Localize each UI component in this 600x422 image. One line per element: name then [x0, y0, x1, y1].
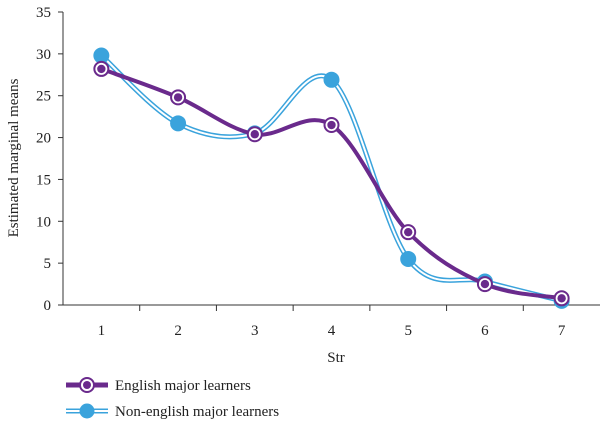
- x-tick-label: 4: [328, 323, 336, 339]
- data-point: [327, 120, 336, 130]
- legend-item-english: English major learners: [66, 377, 251, 394]
- data-point: [170, 115, 187, 132]
- x-tick-label: 3: [251, 323, 259, 339]
- data-point: [557, 294, 566, 303]
- x-tick-label: 7: [558, 323, 566, 339]
- data-point: [93, 47, 110, 64]
- x-axis-label: Str: [327, 350, 345, 366]
- legend-label-non-english: Non-english major learners: [115, 404, 279, 420]
- legend-item-non-english: Non-english major learners: [66, 403, 279, 420]
- y-tick-label: 10: [36, 214, 51, 230]
- y-tick-label: 5: [44, 256, 52, 272]
- x-tick-label: 5: [404, 323, 412, 339]
- series-layer: [93, 47, 570, 309]
- x-tick-label: 2: [174, 323, 182, 339]
- x-tick-label: 6: [481, 323, 489, 339]
- axes: [62, 12, 600, 306]
- y-axis-label: Estimated marginal means: [6, 78, 22, 237]
- y-ticks: 0 5 10 15 20 25 30 35: [36, 5, 63, 314]
- data-point: [97, 64, 106, 74]
- y-tick-label: 20: [36, 131, 51, 147]
- y-tick-label: 30: [36, 47, 51, 63]
- series-0: [93, 60, 570, 307]
- data-point: [250, 130, 259, 139]
- legend-marker-non-english: [79, 403, 95, 419]
- data-point: [480, 279, 490, 289]
- data-point: [173, 93, 183, 102]
- data-point: [404, 227, 413, 237]
- series-line: [100, 67, 563, 301]
- x-ticks: 1 2 3 4 5 6 7: [98, 305, 566, 339]
- series-1: [93, 47, 570, 309]
- y-tick-label: 25: [36, 89, 51, 105]
- y-tick-label: 35: [36, 5, 51, 21]
- y-tick-label: 15: [36, 172, 51, 188]
- y-tick-label: 0: [44, 298, 52, 314]
- data-point: [323, 71, 340, 88]
- legend-label-english: English major learners: [115, 378, 251, 394]
- x-tick-label: 1: [98, 323, 106, 339]
- legend: English major learners Non-english major…: [66, 377, 279, 420]
- data-point: [400, 250, 417, 267]
- legend-marker-english-dot: [83, 381, 91, 389]
